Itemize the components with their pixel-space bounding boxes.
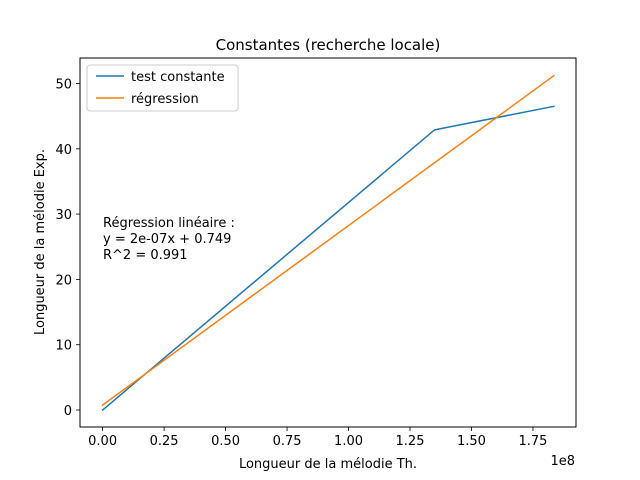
x-tick-label: 0.00 xyxy=(88,434,117,449)
y-tick-label: 50 xyxy=(55,77,72,92)
x-tick-label: 1.00 xyxy=(334,434,363,449)
legend-box xyxy=(86,64,239,112)
series-layer xyxy=(101,74,555,412)
y-tick-label: 0 xyxy=(64,404,72,419)
series-line-regression xyxy=(101,74,555,407)
x-tick-label: 1.75 xyxy=(518,434,547,449)
y-axis-ticks: 0 10 20 30 40 50 xyxy=(55,77,80,419)
legend: test constante régression xyxy=(86,64,239,112)
series-line-test-constante xyxy=(101,105,555,412)
x-axis-offset-label: 1e8 xyxy=(550,454,575,469)
x-tick-label: 1.50 xyxy=(457,434,486,449)
x-tick-label: 1.25 xyxy=(396,434,425,449)
annotation-line-title: Régression linéaire : xyxy=(103,216,235,231)
legend-label-regression: régression xyxy=(131,92,199,107)
annotation-line-equation: y = 2e-07x + 0.749 xyxy=(103,232,231,247)
legend-label-test-constante: test constante xyxy=(131,70,225,85)
y-tick-label: 30 xyxy=(55,208,72,223)
x-tick-label: 0.25 xyxy=(150,434,179,449)
plot-area: 0.00 0.25 0.50 0.75 1.00 1.25 1.50 1.75 0 10 20 30… xyxy=(55,57,577,449)
annotation-line-r-squared: R^2 = 0.991 xyxy=(103,248,188,263)
y-axis-label: Longueur de la mélodie Exp. xyxy=(33,149,48,335)
y-tick-label: 40 xyxy=(55,143,72,158)
x-axis-label: Longueur de la mélodie Th. xyxy=(239,457,417,472)
x-tick-label: 0.50 xyxy=(211,434,240,449)
regression-annotation: Régression linéaire : y = 2e-07x + 0.749… xyxy=(103,216,235,263)
y-tick-label: 20 xyxy=(55,273,72,288)
axes-frame xyxy=(79,57,577,428)
x-tick-label: 0.75 xyxy=(273,434,302,449)
x-axis-ticks: 0.00 0.25 0.50 0.75 1.00 1.25 1.50 1.75 xyxy=(88,427,547,449)
y-tick-label: 10 xyxy=(55,339,72,354)
chart-title: Constantes (recherche locale) xyxy=(216,36,441,54)
